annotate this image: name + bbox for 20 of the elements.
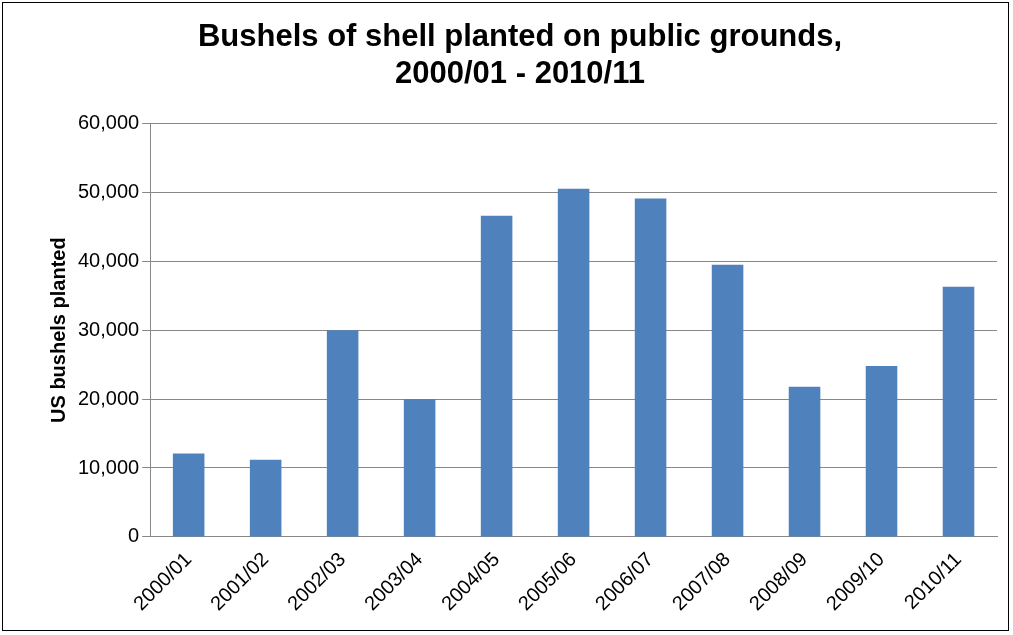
bar (711, 264, 744, 537)
bar (942, 286, 975, 537)
bar (172, 453, 205, 537)
y-axis-title: US bushels planted (46, 237, 69, 423)
y-tick-label: 0 (128, 524, 140, 547)
y-tick-label: 60,000 (78, 110, 140, 133)
y-tick-label: 40,000 (78, 248, 140, 271)
bar (557, 188, 590, 537)
y-tick-label: 50,000 (78, 179, 140, 202)
chart-title: Bushels of shell planted on public grounds, 2000/01 - 2010/11 (197, 18, 843, 91)
bar (865, 365, 898, 537)
bar (634, 198, 667, 537)
bar (326, 330, 359, 537)
bar (403, 399, 436, 537)
y-tick-label: 30,000 (78, 317, 140, 340)
bar (788, 386, 821, 537)
y-tick-label: 20,000 (78, 386, 140, 409)
y-tick-label: 10,000 (78, 455, 140, 478)
bar (480, 215, 513, 537)
bar (249, 459, 282, 537)
